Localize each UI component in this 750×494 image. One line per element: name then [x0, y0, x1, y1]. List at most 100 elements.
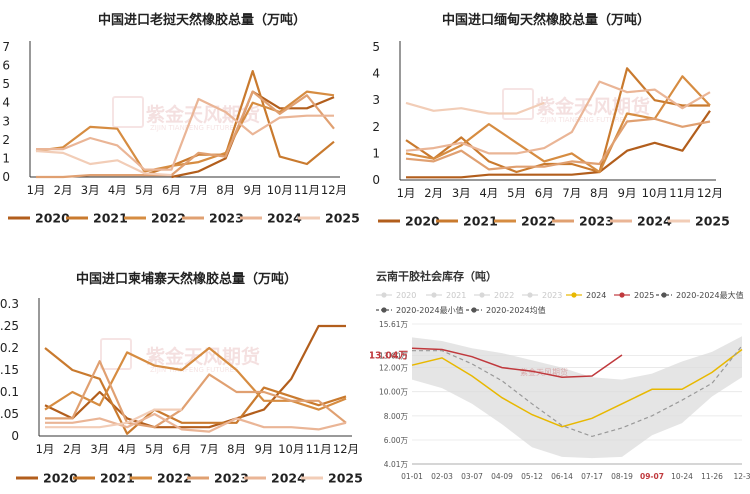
yunnan-legend-label-2020-2024最小值: 2020-2024最小值 — [396, 305, 464, 315]
laos-x-tick-label: 2月 — [54, 183, 73, 197]
cambodia-y-tick-label: 0.3 — [0, 297, 19, 311]
cambodia-legend-label-2024: 2024 — [271, 471, 306, 486]
cambodia-x-tick-label: 4月 — [118, 442, 137, 456]
myanmar-y-tick-label: 4 — [372, 67, 380, 81]
yunnan-legend-label-2024: 2024 — [586, 291, 606, 300]
cambodia-series-2023 — [45, 360, 347, 429]
laos-series-2021 — [144, 70, 335, 177]
yunnan-x-tick-label: 04-09 — [491, 472, 513, 481]
laos-x-tick-label: 7月 — [189, 183, 208, 197]
laos-y-tick-label: 5 — [2, 77, 10, 91]
laos-x-tick-label: 8月 — [216, 183, 235, 197]
laos-legend-label-2021: 2021 — [93, 211, 128, 226]
yunnan-x-tick-label: 05-12 — [521, 472, 543, 481]
cambodia-x-tick-label: 6月 — [172, 442, 191, 456]
laos-x-tick-label: 3月 — [81, 183, 100, 197]
myanmar-x-tick-label: 7月 — [562, 186, 581, 200]
myanmar-series-2025 — [405, 101, 545, 115]
cambodia-x-tick-label: 5月 — [145, 442, 164, 456]
laos-y-tick-label: 6 — [2, 59, 10, 73]
myanmar-series-2022 — [405, 75, 711, 174]
laos-chart-panel: 中国进口老挝天然橡胶总量（万吨） 紫金天风期货 ZIJIN TIANFENG F… — [0, 0, 370, 240]
myanmar-chart-title: 中国进口缅甸天然橡胶总量（万吨） — [442, 13, 651, 28]
laos-series-2025 — [35, 149, 172, 177]
laos-legend-label-2023: 2023 — [209, 211, 244, 226]
laos-x-tick-label: 11月 — [294, 183, 320, 197]
laos-y-tick-label: 0 — [2, 170, 10, 184]
cambodia-series-2020 — [44, 324, 346, 429]
myanmar-legend-label-2022: 2022 — [521, 214, 556, 229]
yunnan-legend-dot-2023 — [527, 292, 533, 298]
yunnan-legend-dot-2025 — [619, 292, 625, 298]
laos-y-tick-label: 2 — [2, 133, 10, 147]
laos-y-tick-label: 1 — [2, 151, 10, 165]
cambodia-series-2022 — [44, 346, 347, 411]
yunnan-y-tick-label: 15.61万 — [379, 320, 408, 329]
laos-y-tick-label: 7 — [2, 40, 10, 54]
yunnan-series-2020-2024均值 — [412, 345, 743, 438]
yunnan-y-tick-label: 4.01万 — [384, 460, 409, 469]
cambodia-x-tick-label: 12月 — [333, 442, 359, 456]
cambodia-x-tick-label: 10月 — [278, 442, 304, 456]
cambodia-y-tick-label: 0.2 — [0, 341, 19, 355]
myanmar-chart-panel: 中国进口缅甸天然橡胶总量（万吨） 紫金天风期货 ZIJIN TIANFENG F… — [370, 0, 750, 240]
yunnan-x-tick-label-highlight: 09-07 — [640, 472, 664, 481]
laos-line-chart: 0 1 2 3 4 5 6 7 1月 2月 3月 4月 5月 6月 7月 8月 9月 10月 11月 12月 2020 2… — [2, 40, 360, 226]
yunnan-chart-title: 云南干胶社会库存（吨） — [376, 270, 497, 283]
laos-legend-label-2025: 2025 — [325, 211, 360, 226]
myanmar-series-2020 — [406, 110, 711, 179]
cambodia-series-2024 — [45, 412, 347, 433]
yunnan-y-tick-label: 8.00万 — [384, 412, 409, 421]
laos-x-tick-label: 12月 — [321, 183, 347, 197]
cambodia-series-2025 — [45, 408, 182, 429]
myanmar-y-tick-label: 1 — [372, 146, 380, 160]
myanmar-legend-label-2025: 2025 — [695, 214, 730, 229]
yunnan-x-tick-label: 10-24 — [671, 472, 693, 481]
cambodia-x-tick-label: 1月 — [36, 442, 55, 456]
yunnan-legend-label-2023: 2023 — [542, 291, 562, 300]
cambodia-x-tick-label: 11月 — [306, 442, 332, 456]
cambodia-chart-panel: 中国进口柬埔寨天然橡胶总量（万吨） 紫金天风期货 ZIJIN TIANFENG … — [0, 250, 370, 494]
cambodia-legend-label-2021: 2021 — [100, 471, 135, 486]
laos-series-2023 — [36, 90, 335, 179]
laos-chart-title: 中国进口老挝天然橡胶总量（万吨） — [98, 13, 307, 28]
yunnan-legend-dot-2020-2024最大值 — [661, 292, 667, 298]
laos-x-tick-label: 9月 — [243, 183, 262, 197]
laos-legend-label-2024: 2024 — [267, 211, 302, 226]
myanmar-legend-label-2024: 2024 — [637, 214, 672, 229]
yunnan-legend-label-2020: 2020 — [396, 291, 416, 300]
yunnan-legend-dot-2022 — [479, 292, 485, 298]
yunnan-y-tick-label: 12.00万 — [379, 364, 408, 373]
yunnan-x-tick-label: 07-17 — [581, 472, 603, 481]
yunnan-x-tick-label: 12-3 — [733, 472, 750, 481]
myanmar-x-tick-label: 5月 — [507, 186, 526, 200]
yunnan-x-tick-label: 06-14 — [551, 472, 573, 481]
laos-x-tick-label: 4月 — [108, 183, 127, 197]
yunnan-legend-label-2025: 2025 — [634, 291, 654, 300]
laos-y-tick-label: 4 — [2, 96, 10, 110]
cambodia-legend-label-2020: 2020 — [43, 471, 78, 486]
yunnan-y-tick-label: 13.00万 — [379, 352, 408, 361]
yunnan-x-tick-label: 11-26 — [701, 472, 723, 481]
laos-y-tick-label: 3 — [2, 114, 10, 128]
yunnan-x-tick-label: 08-19 — [611, 472, 633, 481]
laos-legend-label-2022: 2022 — [151, 211, 186, 226]
cambodia-y-tick-label: 0.05 — [0, 407, 19, 421]
yunnan-legend-dot-2021 — [431, 292, 437, 298]
myanmar-x-tick-label: 3月 — [452, 186, 471, 200]
cambodia-x-tick-label: 3月 — [90, 442, 109, 456]
myanmar-line-chart: 0 1 2 3 4 5 1月 2月 3月 4月 5月 6月 7月 8月 9月 10月 11月 12月 2020 202… — [372, 40, 730, 229]
myanmar-legend-label-2020: 2020 — [405, 214, 440, 229]
myanmar-x-tick-label: 6月 — [535, 186, 554, 200]
cambodia-y-tick-label: 0.1 — [0, 385, 19, 399]
myanmar-y-tick-label: 3 — [372, 93, 380, 107]
laos-legend-label-2020: 2020 — [35, 211, 70, 226]
myanmar-y-tick-label: 5 — [372, 40, 380, 54]
yunnan-legend-dot-2020-2024均值 — [471, 307, 477, 313]
yunnan-x-tick-label: 01-01 — [401, 472, 423, 481]
cambodia-x-tick-label: 2月 — [63, 442, 82, 456]
myanmar-y-tick-label: 0 — [372, 173, 380, 187]
myanmar-x-tick-label: 1月 — [397, 186, 416, 200]
yunnan-series-2024 — [411, 348, 743, 428]
myanmar-x-tick-label: 2月 — [424, 186, 443, 200]
